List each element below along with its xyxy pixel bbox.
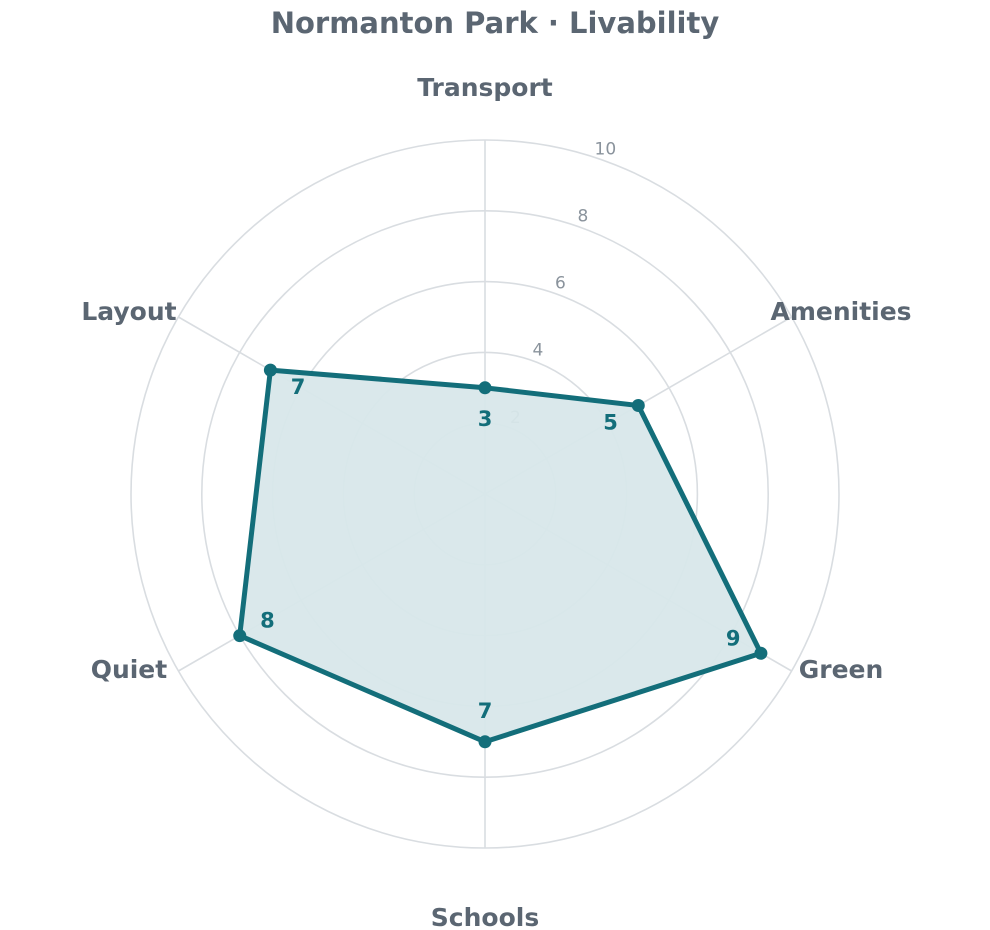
- value-label-schools: 7: [478, 699, 493, 723]
- value-label-amenities: 5: [603, 411, 618, 435]
- value-label-quiet: 8: [260, 609, 275, 633]
- tick-label-10: 10: [595, 139, 617, 159]
- axis-label-green: Green: [799, 655, 884, 684]
- value-labels: 3 5 9 7 8 7: [260, 375, 740, 723]
- tick-label-4: 4: [533, 341, 544, 361]
- data-point-green: [754, 646, 768, 660]
- data-point-schools: [478, 735, 492, 749]
- data-point-quiet: [233, 629, 247, 643]
- data-point-transport: [478, 381, 492, 395]
- series-layer: [233, 363, 768, 749]
- value-label-layout: 7: [291, 375, 306, 399]
- tick-label-8: 8: [577, 206, 588, 226]
- axis-label-amenities: Amenities: [770, 297, 911, 326]
- tick-label-6: 6: [555, 274, 566, 294]
- axis-label-schools: Schools: [431, 903, 539, 930]
- axis-label-layout: Layout: [81, 297, 176, 326]
- data-point-layout: [263, 363, 277, 377]
- axis-label-quiet: Quiet: [91, 655, 168, 684]
- chart-title: Normanton Park · Livability: [271, 6, 720, 40]
- data-point-amenities: [631, 399, 645, 412]
- value-label-transport: 3: [478, 407, 493, 431]
- value-label-green: 9: [726, 626, 741, 650]
- series-area: [237, 367, 764, 745]
- axis-labels: Transport Amenities Green Schools Quiet Layou…: [81, 73, 911, 930]
- radial-tick-labels: 246810: [510, 139, 616, 428]
- axis-label-transport: Transport: [417, 73, 553, 102]
